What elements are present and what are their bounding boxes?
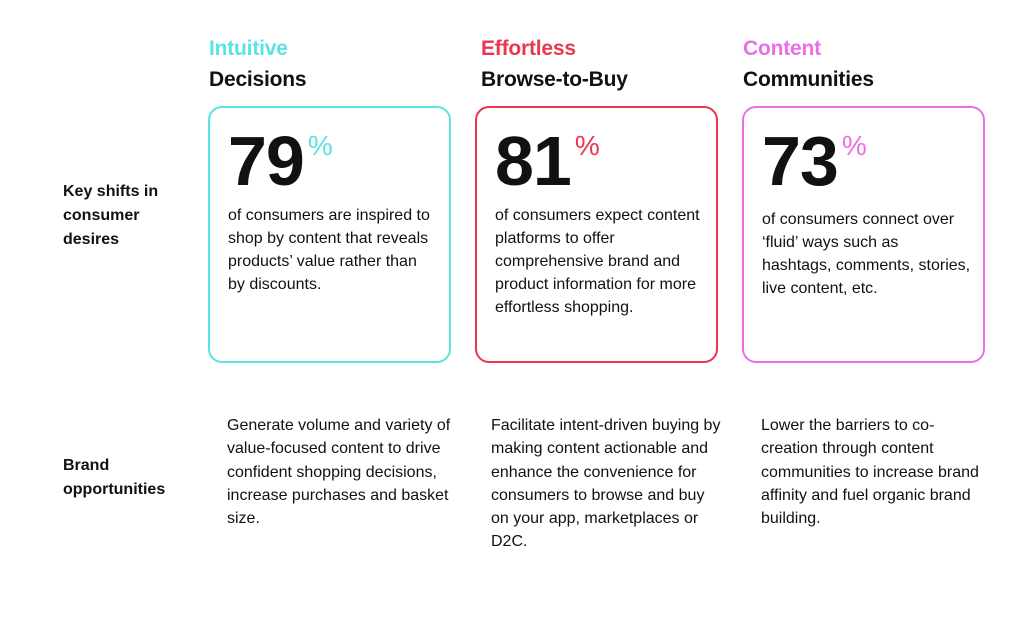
stat: 81%	[495, 126, 600, 196]
stat-value: 73	[762, 122, 839, 200]
stat-description: of consumers expect content platforms to…	[495, 207, 700, 316]
column-content-communities: Content Communities	[743, 33, 991, 95]
stat: 73%	[762, 126, 867, 196]
heading-accent: Effortless	[481, 37, 576, 60]
stat-value: 81	[495, 122, 572, 200]
opportunity-text-intuitive: Generate volume and variety of value-foc…	[227, 417, 451, 528]
stat-card-effortless: 81% of consumers expect content platform…	[475, 106, 718, 363]
column-heading: Content Communities	[743, 33, 991, 95]
stat-description: of consumers are inspired to shop by con…	[228, 207, 430, 293]
stat-unit: %	[841, 130, 867, 161]
stat-description: of consumers connect over ‘fluid’ ways s…	[762, 211, 971, 297]
stat-value: 79	[228, 122, 305, 200]
stat-unit: %	[574, 130, 600, 161]
column-heading: Effortless Browse-to-Buy	[481, 33, 729, 95]
heading-title: Browse-to-Buy	[481, 68, 628, 91]
stat-card-content: 73% of consumers connect over ‘fluid’ wa…	[742, 106, 985, 363]
stat: 79%	[228, 126, 333, 196]
column-intuitive-decisions: Intuitive Decisions	[209, 33, 457, 95]
column-heading: Intuitive Decisions	[209, 33, 457, 95]
heading-title: Communities	[743, 68, 874, 91]
opportunity-text-content: Lower the barriers to co-creation throug…	[761, 417, 979, 528]
row-label-brand-opportunities: Brand opportunities	[63, 457, 166, 498]
stat-unit: %	[307, 130, 333, 161]
heading-accent: Content	[743, 37, 821, 60]
heading-title: Decisions	[209, 68, 307, 91]
row-label-key-shifts: Key shifts in consumer desires	[63, 183, 159, 248]
heading-accent: Intuitive	[209, 37, 288, 60]
stat-card-intuitive: 79% of consumers are inspired to shop by…	[208, 106, 451, 363]
opportunity-text-effortless: Facilitate intent-driven buying by makin…	[491, 417, 721, 551]
column-effortless-browse: Effortless Browse-to-Buy	[481, 33, 729, 95]
